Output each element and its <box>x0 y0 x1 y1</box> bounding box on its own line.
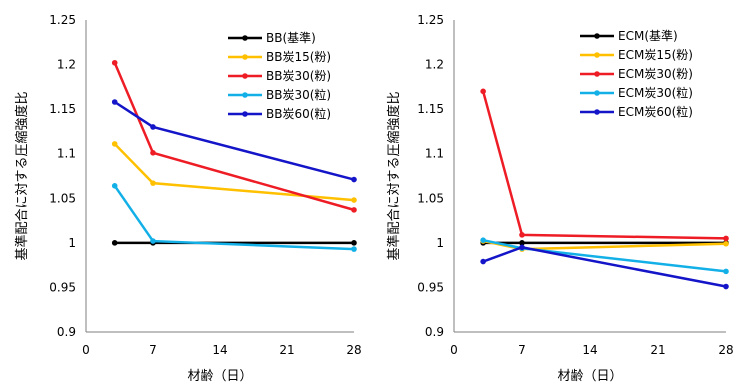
data-point <box>723 240 729 247</box>
data-point <box>150 180 156 186</box>
y-tick-label: 0.95 <box>49 280 76 294</box>
data-point <box>351 240 357 246</box>
x-tick-label: 21 <box>650 343 665 357</box>
data-point <box>480 88 486 95</box>
legend-marker <box>242 54 248 60</box>
y-tick-label: 1 <box>436 236 444 250</box>
y-tick-label: 0.9 <box>57 325 76 339</box>
legend-marker <box>242 92 248 98</box>
data-point <box>351 207 357 213</box>
data-point <box>723 235 729 242</box>
y-tick-label: 0.95 <box>417 280 444 294</box>
y-tick-label: 1.25 <box>49 13 76 27</box>
y-tick-label: 1.15 <box>417 102 444 116</box>
x-tick-label: 14 <box>582 343 597 357</box>
data-point <box>480 237 486 243</box>
legend-marker <box>594 109 600 115</box>
data-point <box>111 59 118 66</box>
x-tick-label: 7 <box>149 343 157 357</box>
y-tick-label: 1.05 <box>49 191 76 205</box>
y-axis-label: 基準配合に対する圧縮強度比 <box>14 91 30 260</box>
data-point <box>351 246 357 252</box>
legend-label: ECM炭60(粒) <box>618 104 693 119</box>
y-tick-label: 1.05 <box>417 191 444 205</box>
data-point <box>723 283 729 290</box>
chart-bb: 0.9 0.95 1 1.05 1.1 1.15 1.2 1.25 0 7 14 21 28 材齢（日） 基… <box>14 13 362 384</box>
x-tick-label: 0 <box>82 343 90 357</box>
data-point <box>351 176 357 183</box>
legend-marker <box>242 111 248 117</box>
y-tick-label: 1.2 <box>425 58 444 72</box>
legend-label: BB炭60(粒) <box>266 106 331 121</box>
y-tick-label: 1 <box>68 236 76 250</box>
series-line <box>113 62 355 212</box>
legend-label: BB炭15(粉) <box>266 50 331 64</box>
x-axis-label: 材齢（日） <box>187 369 252 384</box>
chart-ecm: 0.9 0.95 1 1.05 1.1 1.15 1.2 1.25 0 7 14 21 28 材齢（日） 基… <box>386 13 734 384</box>
data-point <box>519 240 525 246</box>
data-point <box>150 238 156 244</box>
x-tick-label: 14 <box>212 343 227 357</box>
y-tick-label: 1.15 <box>49 102 76 116</box>
legend-marker <box>594 33 600 39</box>
x-tick-label: 28 <box>718 343 733 357</box>
y-axis-label: 基準配合に対する圧縮強度比 <box>386 91 402 260</box>
data-point <box>351 197 357 203</box>
legend-label: BB(基準) <box>266 30 316 45</box>
x-tick-label: 21 <box>279 343 294 357</box>
data-point <box>111 141 118 147</box>
legend-marker <box>594 90 600 96</box>
legend-label: ECM炭30(粉) <box>618 67 693 81</box>
x-axis-label: 材齢（日） <box>557 369 622 384</box>
data-point <box>723 268 729 275</box>
x-tick-label: 0 <box>450 343 458 357</box>
data-point <box>519 244 525 251</box>
legend-label: ECM炭30(粒) <box>618 85 693 100</box>
legend-marker <box>594 52 600 58</box>
legend-label: BB炭30(粉) <box>266 69 331 83</box>
data-point <box>111 99 118 105</box>
y-tick-label: 1.1 <box>57 147 76 161</box>
legend-marker <box>594 71 600 77</box>
data-point <box>111 240 118 246</box>
x-tick-label: 28 <box>346 343 361 357</box>
data-point <box>111 183 118 189</box>
data-point <box>150 150 156 156</box>
y-tick-label: 1.25 <box>417 13 444 27</box>
legend-marker <box>242 35 248 41</box>
y-tick-label: 1.2 <box>57 58 76 72</box>
legend-label: ECM(基準) <box>618 28 678 43</box>
data-point <box>519 232 525 238</box>
series-line <box>113 185 355 251</box>
x-tick-label: 7 <box>518 343 526 357</box>
y-tick-label: 0.9 <box>425 325 444 339</box>
legend-marker <box>242 73 248 79</box>
data-point <box>150 124 156 130</box>
legend-label: ECM炭15(粉) <box>618 48 693 62</box>
legend-label: BB炭30(粒) <box>266 87 331 102</box>
y-tick-label: 1.1 <box>425 147 444 161</box>
data-point <box>480 258 486 265</box>
